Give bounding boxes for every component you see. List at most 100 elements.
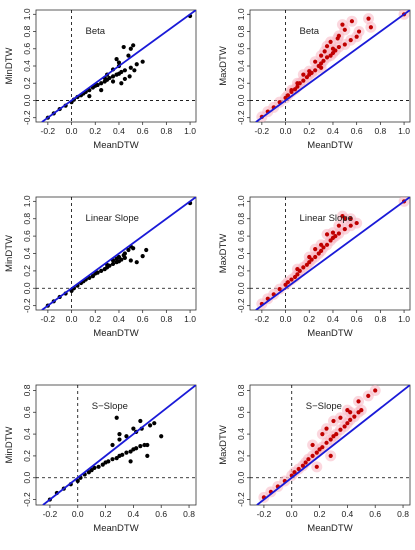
y-axis-label: MinDTW — [4, 235, 15, 272]
y-tick-label: 0.8 — [236, 25, 246, 37]
x-tick-label: 0.2 — [303, 314, 315, 324]
x-tick-label: 0.8 — [183, 509, 195, 519]
scatter-point — [132, 68, 137, 73]
x-tick-label: 0.4 — [113, 314, 125, 324]
x-tick-label: 0.4 — [327, 126, 339, 136]
x-tick-label: 0.0 — [66, 314, 78, 324]
panel-title: Beta — [86, 26, 106, 37]
scatter-point — [131, 426, 136, 431]
scatter-point — [289, 277, 294, 282]
scatter-point — [320, 445, 325, 450]
scatter-point — [334, 431, 339, 437]
y-tick-label: 0.0 — [22, 282, 32, 294]
scatter-point — [124, 450, 129, 455]
scatter-point — [356, 29, 362, 34]
scatter-point — [342, 27, 347, 32]
scatter-point — [134, 446, 139, 451]
scatter-point — [110, 442, 115, 448]
scatter-point — [345, 421, 350, 426]
scatter-point — [116, 60, 122, 65]
y-tick-label: 0.8 — [22, 384, 32, 396]
scatter-point — [121, 44, 126, 50]
x-axis-label: MeanDTW — [307, 523, 352, 534]
scatter-point — [319, 65, 324, 70]
scatter-point — [338, 415, 343, 420]
y-tick-label: 0.0 — [236, 282, 246, 294]
scatter-point — [277, 287, 282, 292]
y-tick-label: 0.6 — [236, 43, 246, 55]
scatter-point — [126, 53, 131, 58]
scatter-point — [354, 34, 359, 39]
scatter-point — [285, 280, 291, 285]
scatter-point — [99, 81, 104, 86]
scatter-point — [342, 42, 347, 47]
scatter-point — [122, 68, 127, 73]
scatter-points — [256, 10, 410, 122]
scatter-point — [92, 465, 97, 471]
scatter-point — [110, 79, 116, 84]
y-tick-label: 0.8 — [22, 213, 32, 225]
y-axis-label: MaxDTW — [218, 425, 229, 465]
y-tick-label: 0.8 — [236, 384, 246, 396]
x-tick-label: -0.2 — [41, 314, 56, 324]
scatter-point — [303, 460, 308, 465]
y-tick-label: 0.2 — [236, 450, 246, 462]
scatter-point — [138, 443, 143, 449]
x-tick-label: 0.6 — [137, 126, 149, 136]
x-tick-label: 0.8 — [160, 314, 172, 324]
panel-title: S−Slope — [92, 401, 128, 412]
x-tick-label: 0.4 — [127, 509, 139, 519]
scatter-point — [110, 457, 115, 462]
y-tick-label: 0.6 — [22, 43, 32, 55]
identity-line — [255, 197, 410, 310]
x-axis-label: MeanDTW — [93, 140, 138, 151]
scatter-point — [348, 216, 353, 221]
scatter-point — [126, 247, 131, 253]
y-tick-label: 0.2 — [236, 77, 246, 89]
x-tick-label: 0.8 — [374, 314, 386, 324]
y-tick-label: -0.2 — [22, 298, 32, 313]
x-tick-label: 0.2 — [89, 314, 101, 324]
scatter-point — [301, 265, 306, 270]
scatter-point — [124, 434, 129, 439]
x-tick-label: 0.0 — [280, 314, 292, 324]
scatter-point — [330, 46, 336, 51]
chart-panel-middle-left: -0.2 0.0 0.2 0.4 0.6 0.8 1.0 -0.2 0.0 0.2 0.4 0.6 0.… — [4, 195, 197, 339]
y-tick-label: 0.4 — [236, 247, 246, 259]
scatter-point — [152, 421, 157, 426]
scatter-point — [128, 459, 133, 464]
chart-panel-bottom-right: -0.2 0.0 0.2 0.4 0.6 0.8 -0.2 0.0 0.2 0.4 0.6 0.8 Me… — [218, 384, 411, 534]
scatter-point — [345, 407, 350, 413]
scatter-point — [320, 431, 325, 437]
y-tick-label: -0.2 — [236, 298, 246, 313]
y-tick-label: -0.2 — [22, 492, 32, 507]
scatter-point — [313, 247, 318, 252]
scatter-point — [110, 261, 116, 267]
y-axis-label: MinDTW — [4, 427, 15, 464]
scatter-point — [99, 88, 104, 93]
scatter-point — [373, 388, 378, 393]
scatter-point — [285, 93, 291, 98]
scatter-point — [114, 57, 119, 62]
y-tick-label: 0.0 — [236, 94, 246, 106]
scatter-point — [147, 423, 153, 428]
scatter-point — [295, 272, 300, 277]
y-tick-label: 0.4 — [22, 428, 32, 440]
identity-line — [255, 10, 410, 122]
scatter-point — [119, 81, 124, 86]
y-tick-label: 0.2 — [236, 265, 246, 277]
x-axis-label: MeanDTW — [307, 140, 352, 151]
x-tick-label: -0.2 — [257, 509, 272, 519]
scatter-point — [340, 214, 345, 219]
scatter-point — [122, 76, 127, 82]
x-tick-label: 0.2 — [314, 509, 326, 519]
y-tick-label: 0.8 — [236, 213, 246, 225]
panel-title: Beta — [300, 26, 320, 37]
scatter-point — [128, 46, 133, 51]
y-tick-label: -0.2 — [236, 492, 246, 507]
scatter-point — [324, 232, 330, 237]
scatter-point — [106, 459, 111, 464]
scatter-point — [336, 231, 341, 236]
y-tick-label: 0.6 — [22, 230, 32, 242]
scatter-point — [95, 270, 100, 275]
